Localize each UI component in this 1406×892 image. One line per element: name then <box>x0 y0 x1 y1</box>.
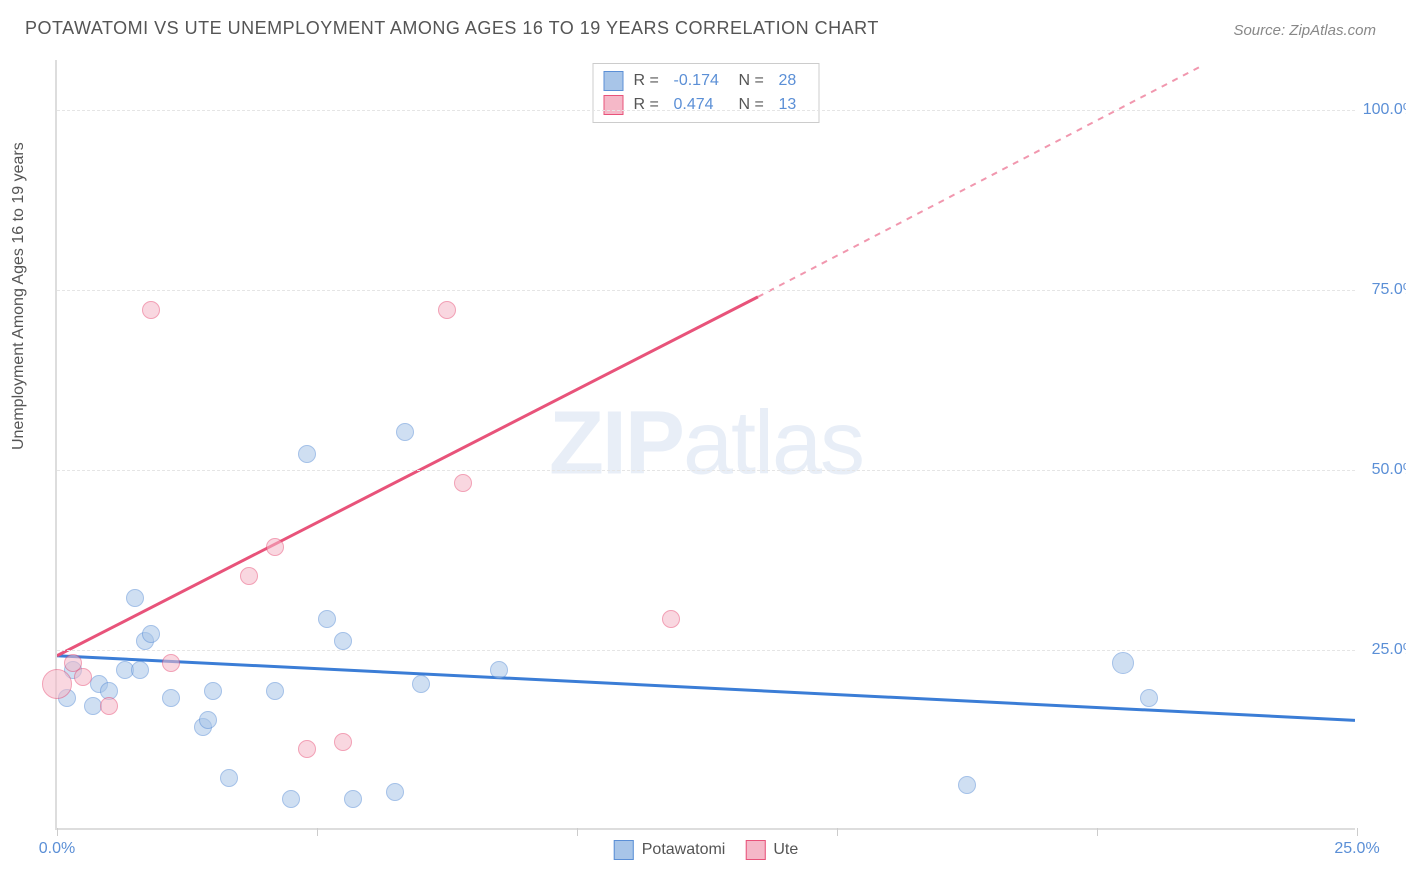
correlation-row: R =0.474N =13 <box>604 93 809 117</box>
legend-swatch <box>604 95 624 115</box>
grid-line <box>57 290 1355 291</box>
data-point <box>131 661 149 679</box>
data-point <box>282 790 300 808</box>
y-tick-label: 50.0% <box>1372 461 1406 479</box>
x-tick <box>57 828 58 836</box>
legend-label: Ute <box>773 841 798 859</box>
legend-item: Potawatomi <box>614 840 726 860</box>
r-value: -0.174 <box>674 72 729 90</box>
y-tick-label: 100.0% <box>1363 101 1406 119</box>
data-point <box>396 423 414 441</box>
x-tick <box>317 828 318 836</box>
data-point <box>344 790 362 808</box>
data-point <box>199 711 217 729</box>
y-tick-label: 25.0% <box>1372 641 1406 659</box>
y-axis-label: Unemployment Among Ages 16 to 19 years <box>10 142 28 450</box>
plot-area: ZIPatlas R =-0.174N =28R =0.474N =13 Pot… <box>55 60 1355 830</box>
data-point <box>74 668 92 686</box>
data-point <box>142 301 160 319</box>
x-tick <box>837 828 838 836</box>
legend-swatch <box>745 840 765 860</box>
y-tick-label: 75.0% <box>1372 281 1406 299</box>
data-point <box>204 682 222 700</box>
data-point <box>334 632 352 650</box>
data-point <box>386 783 404 801</box>
chart-title: POTAWATOMI VS UTE UNEMPLOYMENT AMONG AGE… <box>25 18 879 39</box>
grid-line <box>57 470 1355 471</box>
data-point <box>100 697 118 715</box>
data-point <box>1112 652 1134 674</box>
watermark: ZIPatlas <box>549 393 863 496</box>
data-point <box>490 661 508 679</box>
data-point <box>662 610 680 628</box>
data-point <box>240 567 258 585</box>
data-point <box>266 538 284 556</box>
data-point <box>162 689 180 707</box>
x-tick-label: 0.0% <box>39 840 75 858</box>
data-point <box>162 654 180 672</box>
x-tick <box>577 828 578 836</box>
legend-swatch <box>604 71 624 91</box>
n-label: N = <box>739 72 769 90</box>
grid-line <box>57 110 1355 111</box>
data-point <box>318 610 336 628</box>
legend-item: Ute <box>745 840 798 860</box>
trend-lines <box>57 60 1355 828</box>
correlation-legend: R = -0.174 N = 28 R =0.474N =13 <box>593 63 820 123</box>
legend-label: Potawatomi <box>642 841 726 859</box>
correlation-row: R = -0.174 N = 28 <box>604 69 809 93</box>
data-point <box>126 589 144 607</box>
data-point <box>298 445 316 463</box>
data-point <box>958 776 976 794</box>
data-point <box>412 675 430 693</box>
source-label: Source: ZipAtlas.com <box>1233 22 1376 39</box>
data-point <box>42 669 72 699</box>
data-point <box>334 733 352 751</box>
x-tick <box>1357 828 1358 836</box>
data-point <box>142 625 160 643</box>
x-tick <box>1097 828 1098 836</box>
data-point <box>298 740 316 758</box>
data-point <box>454 474 472 492</box>
x-tick-label: 25.0% <box>1334 840 1379 858</box>
data-point <box>220 769 238 787</box>
data-point <box>266 682 284 700</box>
chart-container: POTAWATOMI VS UTE UNEMPLOYMENT AMONG AGE… <box>0 0 1406 892</box>
legend-swatch <box>614 840 634 860</box>
data-point <box>438 301 456 319</box>
r-label: R = <box>634 72 664 90</box>
grid-line <box>57 650 1355 651</box>
data-point <box>1140 689 1158 707</box>
n-value: 28 <box>779 72 809 90</box>
series-legend: Potawatomi Ute <box>614 840 799 860</box>
